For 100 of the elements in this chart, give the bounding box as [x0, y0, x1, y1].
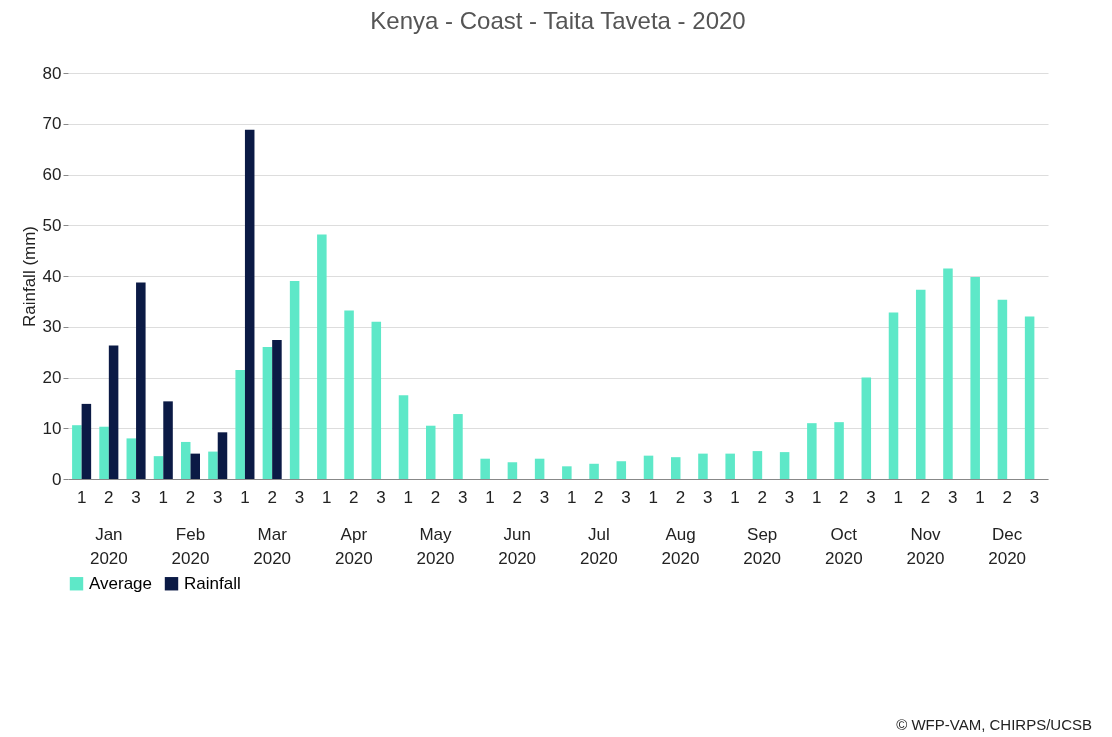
x-tick-label: 2 [267, 487, 277, 507]
bar [235, 369, 245, 479]
bar [208, 451, 218, 479]
x-tick-label: 1 [893, 487, 904, 507]
x-tick-label: 1 [730, 487, 740, 507]
y-tick-label: 0 [52, 469, 62, 489]
y-tick-label: 80 [42, 63, 62, 83]
y-tick-label: 30 [42, 317, 62, 337]
text: © WFP-VAM, CHIRPS/UCSB [896, 716, 1092, 733]
x-tick-label: 3 [1029, 487, 1040, 507]
bar [943, 268, 953, 479]
text: Aug 2020 [661, 525, 700, 568]
bar [698, 453, 708, 479]
bar [244, 129, 255, 479]
x-tick-label: 1 [975, 487, 985, 507]
chart-title: Kenya - Coast - Taita Taveta - 2020 [370, 7, 746, 34]
text: Sep 2020 [743, 525, 782, 568]
bar [888, 312, 899, 479]
x-tick-label: 3 [457, 487, 468, 507]
bar [136, 282, 146, 479]
x-tick-label: 1 [321, 487, 332, 507]
text: Jul 2020 [579, 525, 618, 568]
text: Jun 2020 [498, 525, 537, 568]
text: Jan 2020 [89, 525, 128, 568]
bar [153, 456, 164, 479]
x-tick-label: 1 [648, 487, 659, 507]
x-tick-label: 2 [185, 487, 196, 507]
bar [190, 453, 201, 479]
x-tick-label: 2 [757, 487, 767, 507]
bar [398, 395, 409, 479]
x-tick-label: 2 [839, 487, 849, 507]
x-tick-label: 3 [539, 487, 550, 507]
x-tick-label: 3 [702, 487, 713, 507]
x-tick-label: 1 [811, 487, 822, 507]
text: Oct 2020 [824, 525, 863, 568]
bar [861, 377, 872, 479]
legend-label: Average [89, 573, 153, 593]
x-tick-label: 3 [784, 487, 795, 507]
text: Nov 2020 [906, 525, 945, 568]
bar [272, 339, 282, 479]
y-tick-label: 50 [42, 215, 62, 235]
bar [72, 425, 82, 479]
x-tick-label: 2 [920, 487, 931, 507]
y-tick-label: 10 [42, 418, 62, 438]
text: Mar 2020 [253, 525, 292, 568]
bar [507, 462, 518, 479]
x-tick-label: 3 [212, 487, 223, 507]
x-tick-label: 2 [430, 487, 441, 507]
x-tick-label: 3 [621, 487, 631, 507]
x-tick-label: 2 [675, 487, 686, 507]
x-tick-label: 3 [294, 487, 305, 507]
bar [562, 466, 572, 479]
text: Apr 2020 [334, 525, 373, 568]
y-tick-label: 20 [42, 368, 62, 387]
bar [317, 234, 327, 479]
x-tick-label: 1 [158, 487, 169, 507]
text: Feb 2020 [171, 525, 210, 568]
y-axis-title: Rainfall (mm) [19, 225, 39, 328]
bar [99, 426, 109, 479]
x-tick-label: 3 [131, 487, 141, 507]
bar [126, 438, 137, 479]
bar [997, 299, 1008, 479]
bar [371, 321, 382, 479]
bar [670, 457, 681, 479]
bar [108, 345, 119, 479]
bar [262, 347, 273, 479]
bar [217, 432, 228, 479]
bar [453, 414, 463, 479]
bar [344, 310, 354, 479]
x-tick-label: 2 [594, 487, 604, 507]
x-tick-label: 1 [240, 487, 250, 507]
x-tick-label: 2 [512, 487, 522, 507]
x-tick-label: 1 [566, 487, 577, 507]
bar [807, 423, 817, 479]
bar [834, 422, 844, 479]
bar [180, 441, 191, 479]
x-tick-label: 3 [866, 487, 876, 507]
x-tick-label: 1 [76, 487, 87, 507]
bar [779, 452, 790, 479]
x-tick-label: 2 [1002, 487, 1012, 507]
bar [425, 425, 436, 479]
text: May 2020 [416, 525, 455, 568]
legend-label: Rainfall [184, 573, 241, 593]
bar [643, 455, 654, 479]
bar [534, 458, 545, 479]
bar [589, 463, 599, 479]
y-tick-label: 60 [42, 165, 62, 184]
bar [752, 451, 763, 479]
x-tick-label: 1 [485, 487, 495, 507]
bar [616, 461, 627, 479]
text: Dec 2020 [988, 525, 1027, 568]
x-tick-label: 2 [104, 487, 114, 507]
x-tick-label: 1 [403, 487, 414, 507]
bar [480, 458, 490, 479]
x-tick-label: 2 [349, 487, 359, 507]
bar [1024, 316, 1035, 479]
bar [289, 281, 300, 479]
bar [970, 277, 980, 479]
x-tick-label: 3 [376, 487, 386, 507]
bar [81, 403, 92, 479]
